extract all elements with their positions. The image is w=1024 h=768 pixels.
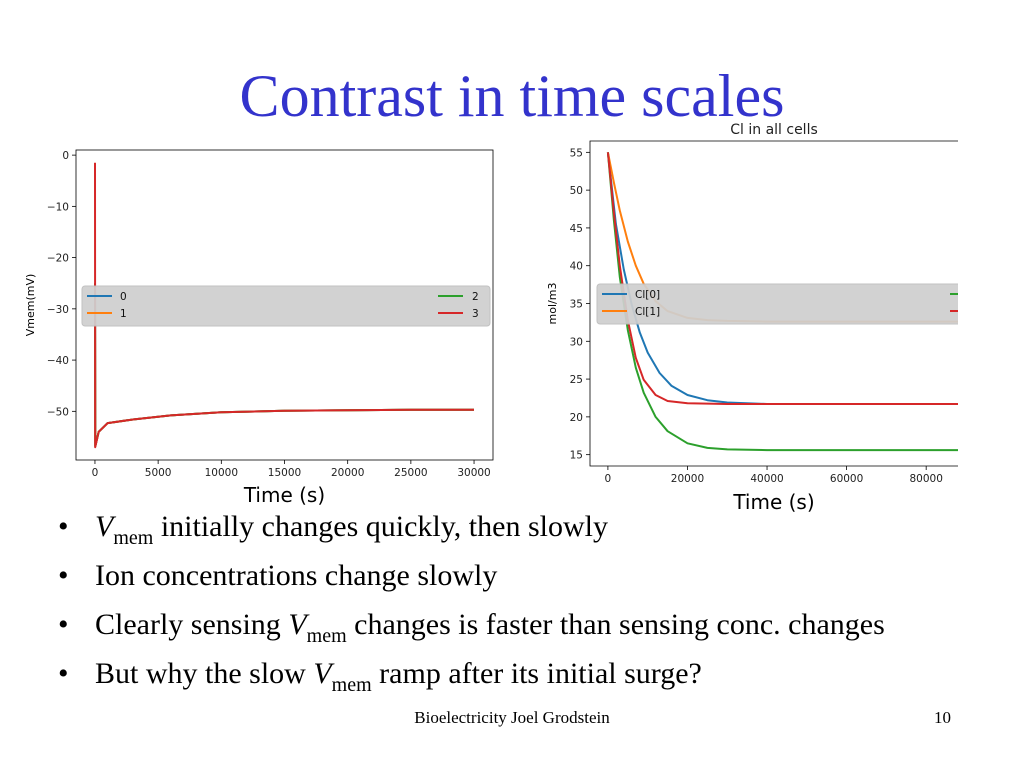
x-tick-label: 10000: [205, 467, 238, 479]
series-line: [94, 162, 474, 449]
y-tick-label: 40: [570, 261, 583, 273]
bullet-dot: •: [58, 559, 69, 592]
bullet-text: changes is faster than sensing conc. cha…: [346, 608, 885, 641]
cl-chart: Cl in all cells 0 20000 40000 60000 80000 15 20…: [546, 122, 958, 512]
bullet-item: • But why the slow Vmem ramp after its in…: [58, 659, 1018, 708]
x-axis-label: Time (s): [732, 490, 814, 512]
bullet-dot: •: [58, 657, 69, 690]
legend-label: Cl[0]: [635, 289, 660, 301]
legend-label: Cl[1]: [635, 306, 660, 318]
x-tick-label: 25000: [394, 467, 427, 479]
y-tick-label: 0: [62, 150, 69, 162]
vmem-chart: 0 5000 10000 15000 20000 25000 30000 0 −10 −20 −30…: [24, 149, 494, 507]
bullet-text: Ion concentrations change slowly: [95, 559, 498, 592]
series-line: [606, 152, 958, 452]
chart-title: Cl in all cells: [730, 122, 818, 138]
footer-text: Bioelectricity Joel Grodstein: [414, 708, 610, 727]
bullet-text: initially changes quickly, then slowly: [153, 510, 608, 543]
subscript: mem: [331, 674, 372, 696]
y-tick-label: −50: [47, 406, 69, 418]
x-tick-label: 0: [605, 473, 612, 485]
bullet-text: Clearly sensing: [95, 608, 289, 641]
y-tick-label: 15: [570, 450, 583, 462]
y-tick-label: −30: [47, 304, 69, 316]
y-tick-label: −40: [47, 355, 69, 367]
bullet-dot: •: [58, 608, 69, 641]
x-tick-label: 80000: [909, 473, 942, 485]
legend-label: 1: [120, 308, 127, 320]
y-tick-label: −20: [47, 253, 69, 265]
legend-box: [81, 285, 491, 327]
math-variable: V: [288, 608, 307, 641]
bullet-text: ramp after its initial surge?: [371, 657, 702, 690]
y-tick-label: 55: [570, 147, 583, 159]
bullet-item: • Clearly sensing Vmem changes is faster …: [58, 610, 1018, 659]
y-tick-label: 20: [570, 412, 583, 424]
x-tick-label: 60000: [830, 473, 863, 485]
y-tick-label: 35: [570, 299, 583, 311]
legend-label: 0: [120, 291, 127, 303]
plot-frame: [589, 140, 958, 467]
x-tick-label: 20000: [671, 473, 704, 485]
series-line: [606, 152, 958, 405]
x-tick-label: 40000: [750, 473, 783, 485]
subscript: mem: [306, 625, 347, 647]
y-tick-label: 30: [570, 336, 583, 348]
legend-box: [596, 283, 958, 325]
x-tick-label: 0: [92, 467, 99, 479]
subscript: mem: [113, 527, 154, 549]
page-number: 10: [934, 708, 951, 727]
bullet-dot: •: [58, 510, 69, 543]
legend-label: 2: [472, 291, 479, 303]
y-tick-label: −10: [47, 201, 69, 213]
y-tick-label: 50: [570, 185, 583, 197]
plot-frame: [75, 149, 494, 461]
bullet-item: • Ion concentrations change slowly: [58, 561, 1018, 610]
bullet-item: • Vmem initially changes quickly, then sl…: [58, 512, 1018, 561]
x-tick-label: 5000: [145, 467, 172, 479]
slide-title: Contrast in time scales: [239, 63, 785, 129]
x-tick-label: 20000: [331, 467, 364, 479]
x-tick-label: 15000: [268, 467, 301, 479]
y-axis-label: Vmem(mV): [24, 274, 37, 337]
math-variable: V: [95, 510, 114, 543]
x-axis-label: Time (s): [243, 483, 325, 507]
y-tick-label: 25: [570, 374, 583, 386]
bullet-text: But why the slow: [95, 657, 314, 690]
x-tick-label: 30000: [457, 467, 490, 479]
legend-label: 3: [472, 308, 479, 320]
bullet-list: • Vmem initially changes quickly, then sl…: [58, 512, 1018, 708]
y-axis-label: mol/m3: [546, 283, 559, 325]
math-variable: V: [313, 657, 332, 690]
y-tick-label: 45: [570, 223, 583, 235]
